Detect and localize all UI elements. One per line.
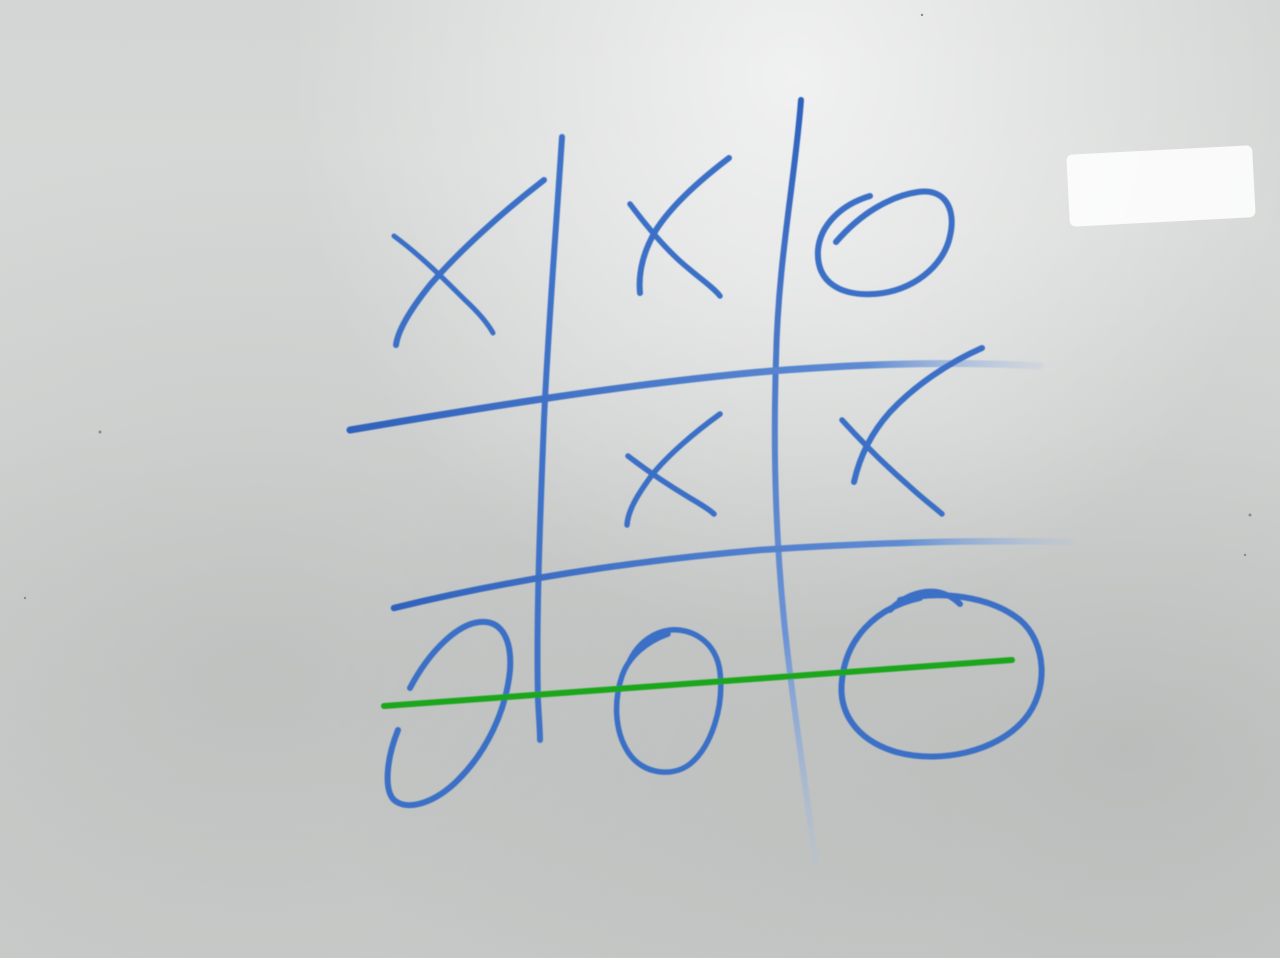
cell-2-2-x-mark [624,411,723,528]
cell-1-1-x-mark [391,177,547,348]
speck [1243,553,1247,557]
grid-line-vertical-right [771,97,819,868]
grid-line-vertical-left [534,134,565,743]
cell-1-3-o-mark [814,188,955,298]
speck [98,430,102,434]
speck [920,13,924,17]
cell-3-2-o-mark [613,627,724,775]
cell-2-3-x-mark [839,345,985,517]
speck [23,596,27,600]
speck [1248,513,1252,517]
grid-line-horizontal-top [346,360,1044,434]
grid-line-horizontal-bottom [390,538,1074,612]
cell-3-1-o-mark [384,618,514,809]
cell-1-2-x-mark [627,155,732,299]
winning-line [381,657,1015,709]
light-glare [1066,145,1256,227]
cell-3-3-o-mark [838,588,1045,760]
